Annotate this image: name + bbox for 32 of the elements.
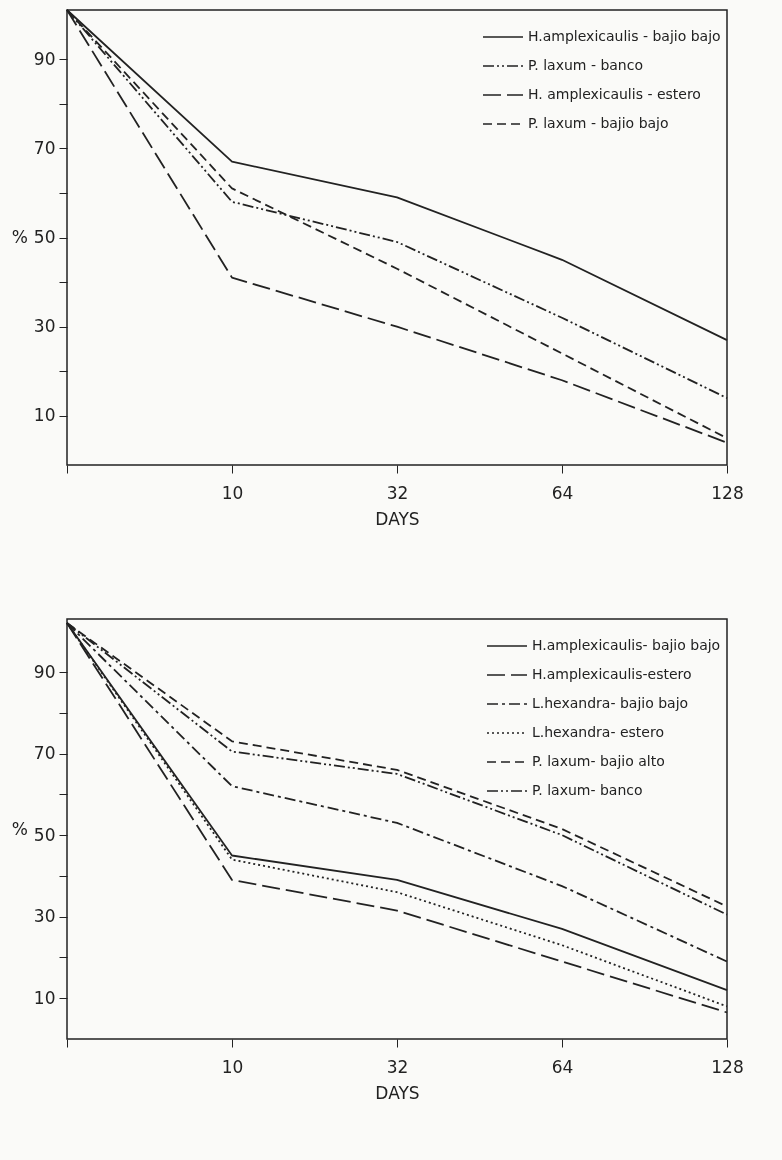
y-tick-label: 90 (33, 661, 56, 682)
legend-label: H. amplexicaulis - estero (528, 86, 701, 102)
x-tick-label: 32 (386, 1056, 409, 1077)
y-tick-label: 50 (33, 227, 56, 247)
legend-label: P. laxum - banco (528, 57, 643, 73)
y-tick-label: 10 (33, 405, 56, 426)
x-axis-title: DAYS (375, 1082, 420, 1103)
legend-label: P. laxum- banco (532, 782, 643, 798)
x-tick-label: 10 (221, 1056, 244, 1077)
legend-label: H.amplexicaulis - bajio bajo (528, 28, 721, 44)
x-tick-label: 64 (551, 1056, 574, 1077)
legend-label: P. laxum - bajio bajo (528, 115, 669, 131)
legend-label: L.hexandra- bajio bajo (532, 695, 689, 711)
x-axis-title: DAYS (375, 508, 420, 529)
x-tick-label: 32 (386, 482, 409, 503)
x-tick-label: 128 (711, 1056, 744, 1077)
legend-label: H.amplexicaulis- bajio bajo (532, 637, 721, 653)
x-tick-label: 64 (551, 482, 574, 503)
x-tick-label: 128 (711, 482, 744, 503)
y-tick-label: 50 (33, 824, 56, 845)
y-tick-label: 90 (33, 48, 56, 69)
y-tick-label: 10 (33, 987, 56, 1008)
y-axis-title: % (11, 227, 28, 247)
y-axis-title: % (11, 818, 28, 839)
legend-label: H.amplexicaulis-estero (532, 666, 692, 682)
y-tick-label: 70 (33, 743, 56, 764)
x-tick-label: 10 (221, 482, 244, 503)
y-tick-label: 30 (33, 316, 56, 337)
y-tick-label: 70 (33, 137, 56, 158)
legend-label: P. laxum- bajio alto (532, 753, 665, 769)
legend-label: L.hexandra- estero (532, 724, 664, 740)
y-tick-label: 30 (33, 906, 56, 927)
